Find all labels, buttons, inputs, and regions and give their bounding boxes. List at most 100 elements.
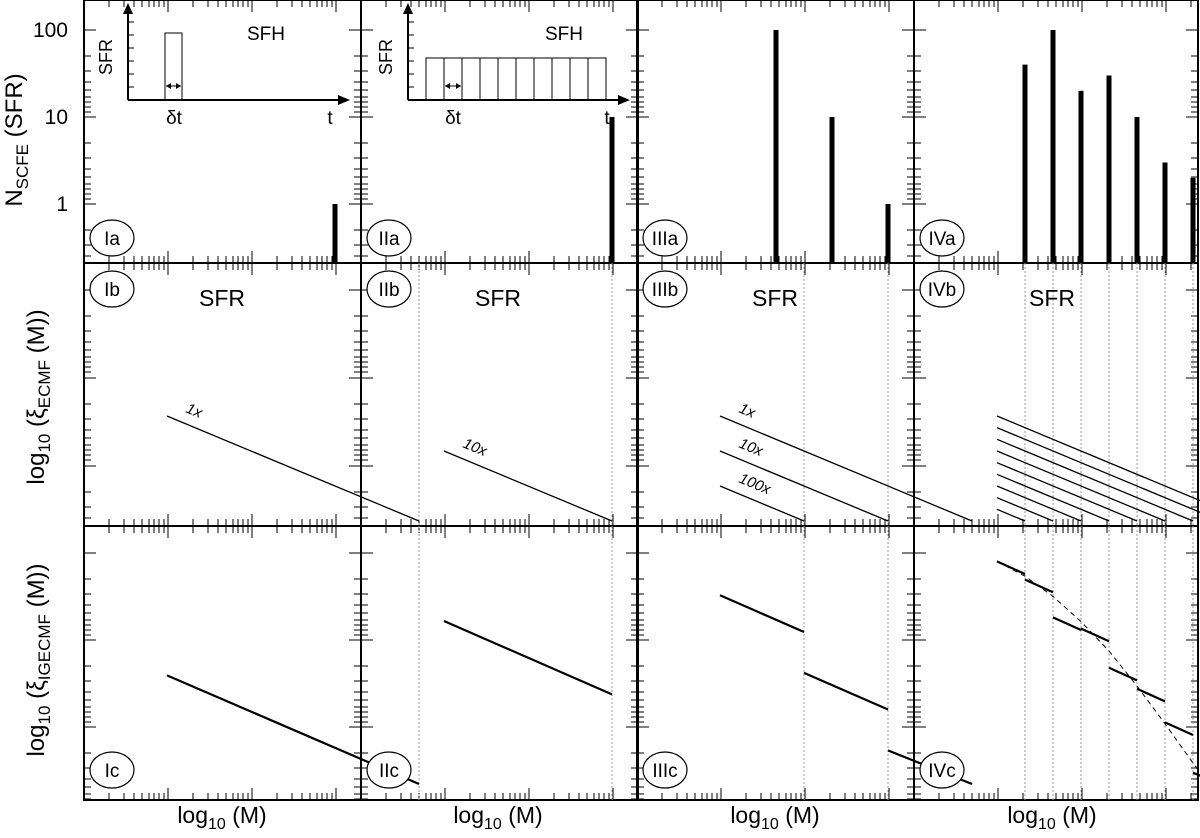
sfh-burst xyxy=(443,57,463,101)
panel-title-sfr: SFR xyxy=(1029,285,1075,311)
panel-label: IVb xyxy=(928,280,957,301)
panel-title-sfr: SFR xyxy=(475,285,521,311)
series-line xyxy=(996,450,1166,522)
series-line xyxy=(719,415,973,522)
panel-label-circle xyxy=(89,270,135,308)
series-line xyxy=(996,415,1200,502)
panel-label-circle xyxy=(642,751,688,789)
inset-sfh-iia: SFR SFH δt t xyxy=(376,3,630,129)
series-line xyxy=(996,427,1200,513)
sfh-burst xyxy=(497,57,517,101)
series-line xyxy=(1052,616,1082,632)
svg-text:SFR: SFR xyxy=(376,39,396,75)
inset-sfh-ia: SFR SFH δt t xyxy=(96,3,350,129)
sfh-burst xyxy=(461,57,481,101)
panel-label-circle xyxy=(919,751,965,789)
panel-label: IIIc xyxy=(652,761,677,782)
x-label-col-2: log10 (M) xyxy=(453,802,542,833)
bar xyxy=(1162,162,1168,263)
panel-label: IIc xyxy=(379,761,399,782)
svg-text:log10 (ξECMF (M)): log10 (ξECMF (M)) xyxy=(23,309,54,484)
bar xyxy=(1106,75,1112,263)
panel-label-circle xyxy=(89,219,135,257)
series-line xyxy=(996,485,1082,522)
bar xyxy=(1050,30,1056,263)
svg-text:NSCFE (SFR): NSCFE (SFR) xyxy=(1,73,32,206)
bar xyxy=(1022,64,1028,263)
sfh-burst xyxy=(479,57,499,101)
series-line xyxy=(443,450,613,522)
panel-grid xyxy=(83,0,1199,801)
panel-label-circle xyxy=(89,751,135,789)
series-line xyxy=(996,508,1026,522)
dashed-envelope xyxy=(996,560,1200,774)
panel-label: IIa xyxy=(378,229,400,250)
bar xyxy=(332,204,338,263)
series-line xyxy=(719,594,805,633)
bar xyxy=(773,30,779,263)
panel-label: IVa xyxy=(928,229,956,250)
sfh-burst xyxy=(569,57,589,101)
series-label: 1x xyxy=(736,400,758,422)
x-label-col-3: log10 (M) xyxy=(730,802,819,833)
series-line xyxy=(996,497,1054,522)
panel-label-circle xyxy=(642,219,688,257)
panel-label-circle xyxy=(366,219,412,257)
svg-text:log10 (ξIGECMF (M)): log10 (ξIGECMF (M)) xyxy=(23,563,54,756)
series-line xyxy=(1108,666,1138,682)
svg-text:t: t xyxy=(604,108,610,129)
series-line xyxy=(1024,578,1054,594)
panel-frame xyxy=(913,0,1199,264)
y-tick-label: 10 xyxy=(45,106,68,129)
y-tick-label: 1 xyxy=(56,193,68,216)
x-label-col-4: log10 (M) xyxy=(1007,802,1096,833)
series-line xyxy=(166,415,420,522)
series-line xyxy=(1192,771,1200,777)
svg-text:t: t xyxy=(327,108,333,129)
series-line xyxy=(1164,721,1194,737)
series-line xyxy=(996,462,1138,522)
panel-label: Ib xyxy=(104,280,120,301)
panel-label-circle xyxy=(366,751,412,789)
bar xyxy=(609,117,615,263)
sfh-burst xyxy=(587,57,607,101)
panel-label: IIb xyxy=(378,280,399,301)
series-line xyxy=(1080,627,1110,643)
panel-title-sfr: SFR xyxy=(199,285,245,311)
series-line xyxy=(996,438,1194,522)
svg-text:SFH: SFH xyxy=(545,24,583,45)
series-line xyxy=(996,473,1110,522)
y-label-row-c: log10 (ξIGECMF (M)) xyxy=(23,563,54,756)
panel-label: IIIa xyxy=(652,229,679,250)
x-label-col-1: log10 (M) xyxy=(177,802,266,833)
sfh-burst xyxy=(164,32,183,101)
svg-text:δt: δt xyxy=(445,108,462,129)
bar xyxy=(885,204,891,263)
sfh-burst xyxy=(551,57,571,101)
y-label-row-b: log10 (ξECMF (M)) xyxy=(23,309,54,484)
bar xyxy=(1078,90,1084,263)
panel-label-circle xyxy=(919,270,965,308)
panel-label: IIIb xyxy=(652,280,678,301)
panel-labels: Ia IIa IIIa IVa Ib IIb IIIb IVb Ic IIc IIIc IVc xyxy=(89,219,965,789)
series-label: 1x xyxy=(183,400,205,422)
panel-title-sfr: SFR xyxy=(752,285,798,311)
bar xyxy=(829,117,835,263)
panel-label-circle xyxy=(642,270,688,308)
panel-label: Ic xyxy=(105,761,120,782)
panel-label-circle xyxy=(919,219,965,257)
panel-label-circle xyxy=(366,270,412,308)
panel-label: IVc xyxy=(928,761,955,782)
y-tick-label: 100 xyxy=(33,19,68,42)
series-line xyxy=(719,485,805,522)
sfh-burst xyxy=(515,57,535,101)
series-label: 100x xyxy=(736,470,773,498)
bar xyxy=(1190,177,1196,263)
series-line xyxy=(803,671,889,711)
svg-text:δt: δt xyxy=(166,108,183,129)
chart-marks: 1x 10x 1x 10x 100x xyxy=(166,30,1200,800)
series-line xyxy=(1136,687,1166,703)
panel-label: Ia xyxy=(104,229,120,250)
series-label: 10x xyxy=(460,435,489,460)
